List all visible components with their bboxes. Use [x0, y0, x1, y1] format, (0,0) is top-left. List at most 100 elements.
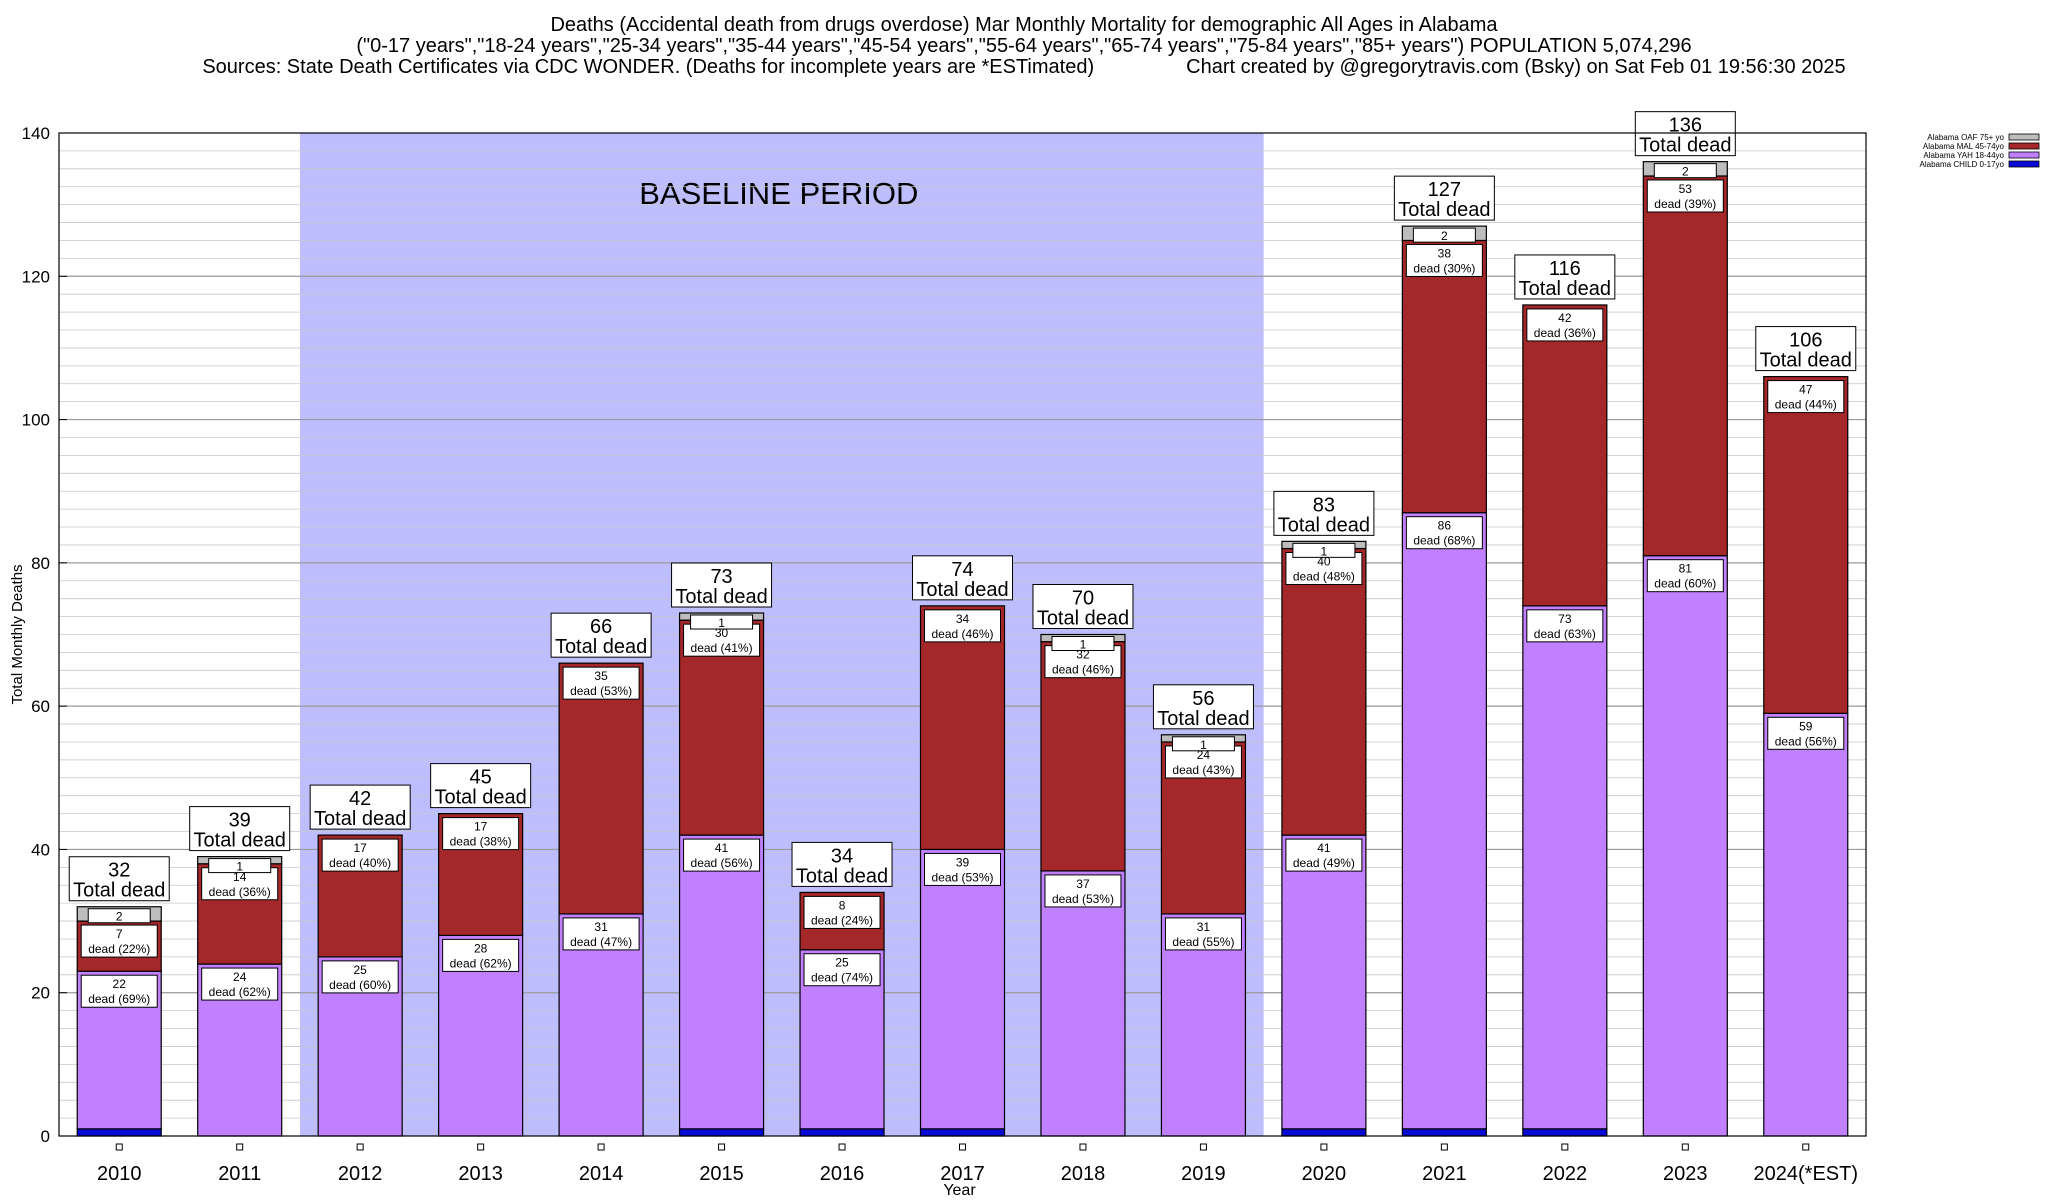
oaf-label-box: [1051, 636, 1115, 651]
bar-segment: [1281, 1128, 1367, 1137]
segment-percent-label: dead (22%): [88, 942, 150, 956]
total-suffix-label: Total dead: [314, 808, 406, 830]
segment-value-label: 25: [835, 956, 849, 970]
segment-value-label: 47: [1799, 383, 1813, 397]
segment-value-label: 32: [1076, 648, 1090, 662]
x-tick-label: 2019: [1181, 1163, 1226, 1185]
bar-segment: [1642, 555, 1728, 1137]
segment-percent-label: dead (44%): [1775, 398, 1837, 412]
oaf-value-label: 1: [718, 616, 725, 630]
segment-value-label: 42: [1558, 311, 1572, 325]
y-tick-label: 0: [41, 1127, 50, 1146]
oaf-label-box: [1653, 163, 1717, 179]
oaf-value-label: 1: [1080, 638, 1087, 652]
y-tick-label: 120: [22, 267, 50, 286]
segment-percent-label: dead (48%): [1293, 570, 1355, 584]
segment-value-label: 39: [956, 855, 970, 869]
segment-value-label: 7: [116, 927, 123, 941]
x-tick-label: 2022: [1543, 1163, 1588, 1185]
total-label-box: [671, 562, 773, 608]
segment-label-box: [1526, 609, 1604, 643]
segment-label-box: [924, 609, 1001, 643]
segment-value-label: 25: [353, 963, 367, 977]
total-suffix-label: Total dead: [916, 579, 1008, 601]
oaf-value-label: 2: [1441, 229, 1448, 243]
segment-percent-label: dead (30%): [1413, 261, 1475, 275]
segment-percent-label: dead (69%): [88, 992, 150, 1006]
segment-percent-label: dead (46%): [1052, 663, 1114, 677]
total-label-box: [309, 784, 411, 830]
total-value-label: 56: [1192, 688, 1214, 710]
segment-label-box: [80, 924, 158, 958]
legend-label: Alabama CHILD 0-17yo: [1920, 160, 2005, 169]
segment-value-label: 41: [715, 841, 729, 855]
x-tick-marker: [1561, 1143, 1569, 1151]
segment-percent-label: dead (55%): [1172, 935, 1234, 949]
y-tick-label: 40: [31, 840, 50, 859]
x-tick-marker: [597, 1143, 605, 1151]
segment-value-label: 31: [1197, 920, 1211, 934]
y-tick-label: 140: [22, 124, 50, 143]
total-label-box: [550, 612, 652, 658]
segment-label-box: [1767, 380, 1845, 414]
total-suffix-label: Total dead: [194, 830, 286, 852]
legend-swatch: [2008, 133, 2040, 141]
x-tick-label: 2018: [1061, 1163, 1106, 1185]
bar-segment: [1401, 239, 1487, 514]
segment-percent-label: dead (74%): [811, 971, 873, 985]
segment-value-label: 31: [594, 920, 608, 934]
segment-value-label: 40: [1317, 555, 1331, 569]
bar-segment: [1642, 175, 1728, 557]
total-label-box: [1634, 111, 1736, 157]
segment-percent-label: dead (47%): [570, 935, 632, 949]
chart-subtitle: ("0-17 years","18-24 years","25-34 years…: [356, 35, 1692, 57]
segment-label-box: [683, 838, 761, 872]
segment-value-label: 38: [1438, 246, 1452, 260]
segment-label-box: [1526, 308, 1604, 342]
segment-percent-label: dead (43%): [1172, 763, 1234, 777]
x-tick-label: 2014: [579, 1163, 624, 1185]
total-suffix-label: Total dead: [555, 636, 647, 658]
bar-segment: [1401, 1128, 1487, 1137]
x-tick-label: 2013: [458, 1163, 503, 1185]
chart-sources-line: Sources: State Death Certificates via CD…: [0, 56, 2048, 79]
legend-label: Alabama OAF 75+ yo: [1927, 133, 2004, 142]
total-value-label: 39: [229, 810, 251, 832]
oaf-value-label: 1: [1321, 544, 1328, 558]
total-value-label: 42: [349, 788, 371, 810]
segment-percent-label: dead (53%): [1052, 892, 1114, 906]
segment-percent-label: dead (62%): [450, 956, 512, 970]
oaf-value-label: 1: [1200, 738, 1207, 752]
total-value-label: 45: [470, 767, 492, 789]
total-label-box: [912, 555, 1013, 601]
segment-label-box: [1405, 243, 1483, 277]
x-tick-label: 2023: [1663, 1163, 1708, 1185]
total-label-box: [1152, 684, 1254, 730]
total-label-box: [68, 856, 170, 902]
total-suffix-label: Total dead: [434, 787, 526, 809]
oaf-label-box: [690, 614, 754, 630]
x-tick-marker: [1320, 1143, 1328, 1151]
bar-segment: [1522, 1128, 1608, 1137]
total-value-label: 70: [1072, 588, 1094, 610]
total-value-label: 83: [1313, 494, 1335, 516]
segment-value-label: 24: [1197, 748, 1211, 762]
total-suffix-label: Total dead: [1639, 135, 1731, 157]
bar-segment: [1522, 605, 1608, 1130]
total-suffix-label: Total dead: [1157, 708, 1249, 730]
total-value-label: 136: [1669, 115, 1702, 137]
segment-value-label: 14: [233, 870, 247, 884]
x-tick-label: 2010: [97, 1163, 142, 1185]
total-label-box: [1032, 584, 1134, 629]
total-label-box: [1755, 326, 1857, 372]
oaf-label-box: [1171, 736, 1235, 752]
x-tick-label: 2017: [940, 1163, 985, 1185]
oaf-label-box: [208, 858, 272, 874]
bar-segment: [799, 1128, 885, 1137]
segment-percent-label: dead (53%): [570, 684, 632, 698]
x-tick-label: 2020: [1302, 1163, 1347, 1185]
bar-segment: [919, 605, 1006, 851]
total-label-box: [1514, 254, 1616, 300]
total-suffix-label: Total dead: [1760, 350, 1852, 372]
x-tick-marker: [1199, 1143, 1207, 1151]
